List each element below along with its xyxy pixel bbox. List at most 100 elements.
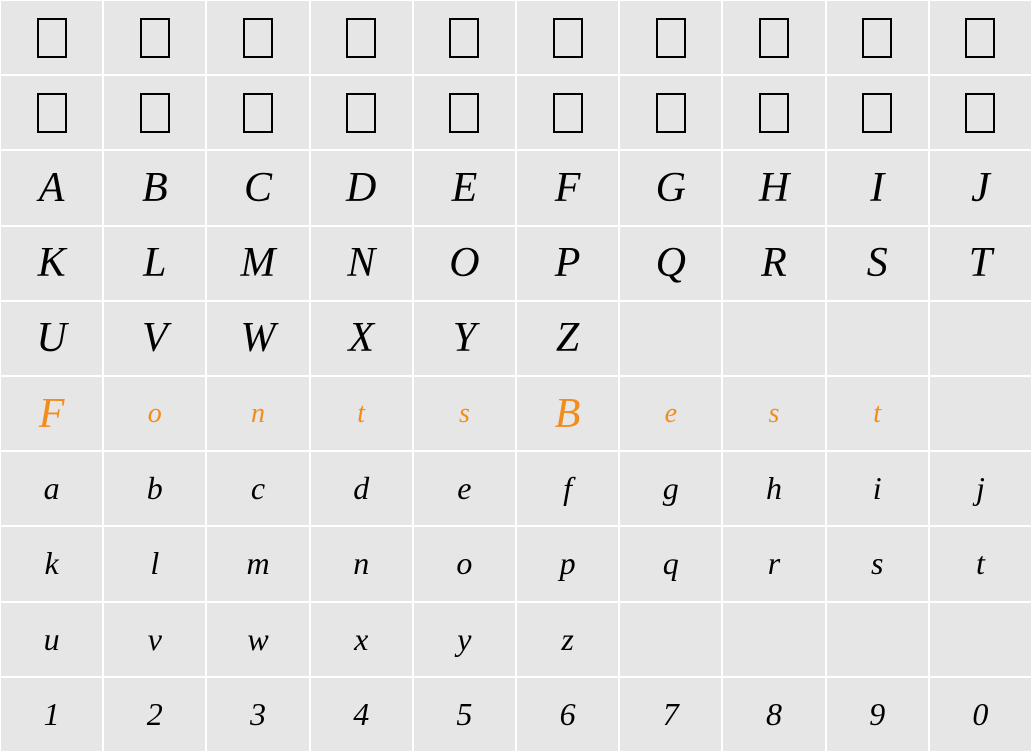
glyph-cell	[413, 75, 516, 150]
glyph: s	[459, 398, 470, 430]
glyph-cell	[929, 75, 1032, 150]
glyph-cell: 9	[826, 677, 929, 752]
glyph: r	[768, 545, 780, 582]
glyph: n	[251, 398, 265, 430]
glyph: i	[873, 470, 882, 507]
glyph-cell	[103, 0, 206, 75]
glyph-cell: 3	[206, 677, 309, 752]
glyph: k	[44, 545, 58, 582]
glyph: T	[969, 239, 992, 287]
glyph-cell: J	[929, 150, 1032, 225]
glyph-cell: m	[206, 526, 309, 601]
glyph: c	[251, 470, 265, 507]
glyph: t	[873, 398, 881, 430]
glyph-cell: f	[516, 451, 619, 526]
glyph-cell: x	[310, 602, 413, 677]
glyph-cell: G	[619, 150, 722, 225]
glyph-cell: V	[103, 301, 206, 376]
glyph-cell: r	[722, 526, 825, 601]
glyph-cell	[0, 0, 103, 75]
glyph-cell	[516, 75, 619, 150]
missing-glyph-box	[37, 18, 67, 58]
glyph: 9	[869, 696, 885, 733]
glyph: e	[665, 398, 677, 430]
glyph: L	[143, 239, 166, 287]
missing-glyph-box	[243, 93, 273, 133]
glyph-cell: o	[413, 526, 516, 601]
glyph-cell: L	[103, 226, 206, 301]
glyph-cell	[619, 0, 722, 75]
glyph-cell: A	[0, 150, 103, 225]
glyph: K	[38, 239, 66, 287]
glyph-cell: q	[619, 526, 722, 601]
glyph: H	[759, 164, 789, 212]
glyph: o	[148, 398, 162, 430]
glyph: g	[663, 470, 679, 507]
glyph-cell	[929, 376, 1032, 451]
glyph-cell: c	[206, 451, 309, 526]
glyph: p	[560, 545, 576, 582]
glyph-cell: j	[929, 451, 1032, 526]
glyph-cell	[0, 75, 103, 150]
glyph: d	[353, 470, 369, 507]
missing-glyph-box	[37, 93, 67, 133]
glyph-cell	[826, 0, 929, 75]
glyph-cell: W	[206, 301, 309, 376]
glyph: 8	[766, 696, 782, 733]
glyph: 7	[663, 696, 679, 733]
glyph: N	[347, 239, 375, 287]
glyph: J	[971, 164, 990, 212]
glyph-cell: h	[722, 451, 825, 526]
glyph: s	[769, 398, 780, 430]
glyph-cell: d	[310, 451, 413, 526]
glyph: v	[148, 621, 162, 658]
glyph-cell	[619, 602, 722, 677]
glyph-cell	[722, 602, 825, 677]
glyph-cell: T	[929, 226, 1032, 301]
glyph-cell: w	[206, 602, 309, 677]
missing-glyph-box	[553, 18, 583, 58]
missing-glyph-box	[656, 93, 686, 133]
glyph-cell: 7	[619, 677, 722, 752]
glyph: a	[44, 470, 60, 507]
glyph-cell: X	[310, 301, 413, 376]
glyph-cell: O	[413, 226, 516, 301]
glyph-cell: 4	[310, 677, 413, 752]
glyph: Z	[556, 314, 579, 362]
glyph-cell: M	[206, 226, 309, 301]
glyph-cell	[103, 75, 206, 150]
glyph: R	[761, 239, 787, 287]
glyph: 3	[250, 696, 266, 733]
glyph: e	[457, 470, 471, 507]
glyph-cell: Y	[413, 301, 516, 376]
glyph-cell: e	[413, 451, 516, 526]
glyph: f	[563, 470, 572, 507]
glyph-cell: H	[722, 150, 825, 225]
glyph-cell	[619, 75, 722, 150]
glyph-cell: o	[103, 376, 206, 451]
glyph: z	[561, 621, 573, 658]
glyph-cell: D	[310, 150, 413, 225]
glyph: 4	[353, 696, 369, 733]
glyph-cell: 6	[516, 677, 619, 752]
missing-glyph-box	[656, 18, 686, 58]
glyph: A	[39, 164, 65, 212]
glyph-cell	[929, 602, 1032, 677]
glyph-cell: a	[0, 451, 103, 526]
glyph-cell: u	[0, 602, 103, 677]
glyph-cell	[826, 75, 929, 150]
glyph-cell: t	[826, 376, 929, 451]
glyph: P	[555, 239, 581, 287]
missing-glyph-box	[965, 93, 995, 133]
glyph: y	[457, 621, 471, 658]
glyph-cell: F	[0, 376, 103, 451]
glyph: j	[976, 470, 985, 507]
glyph-cell	[206, 75, 309, 150]
glyph: t	[976, 545, 985, 582]
glyph: x	[354, 621, 368, 658]
glyph: b	[147, 470, 163, 507]
glyph: q	[663, 545, 679, 582]
glyph-cell	[310, 0, 413, 75]
glyph-cell	[722, 301, 825, 376]
glyph-cell: S	[826, 226, 929, 301]
